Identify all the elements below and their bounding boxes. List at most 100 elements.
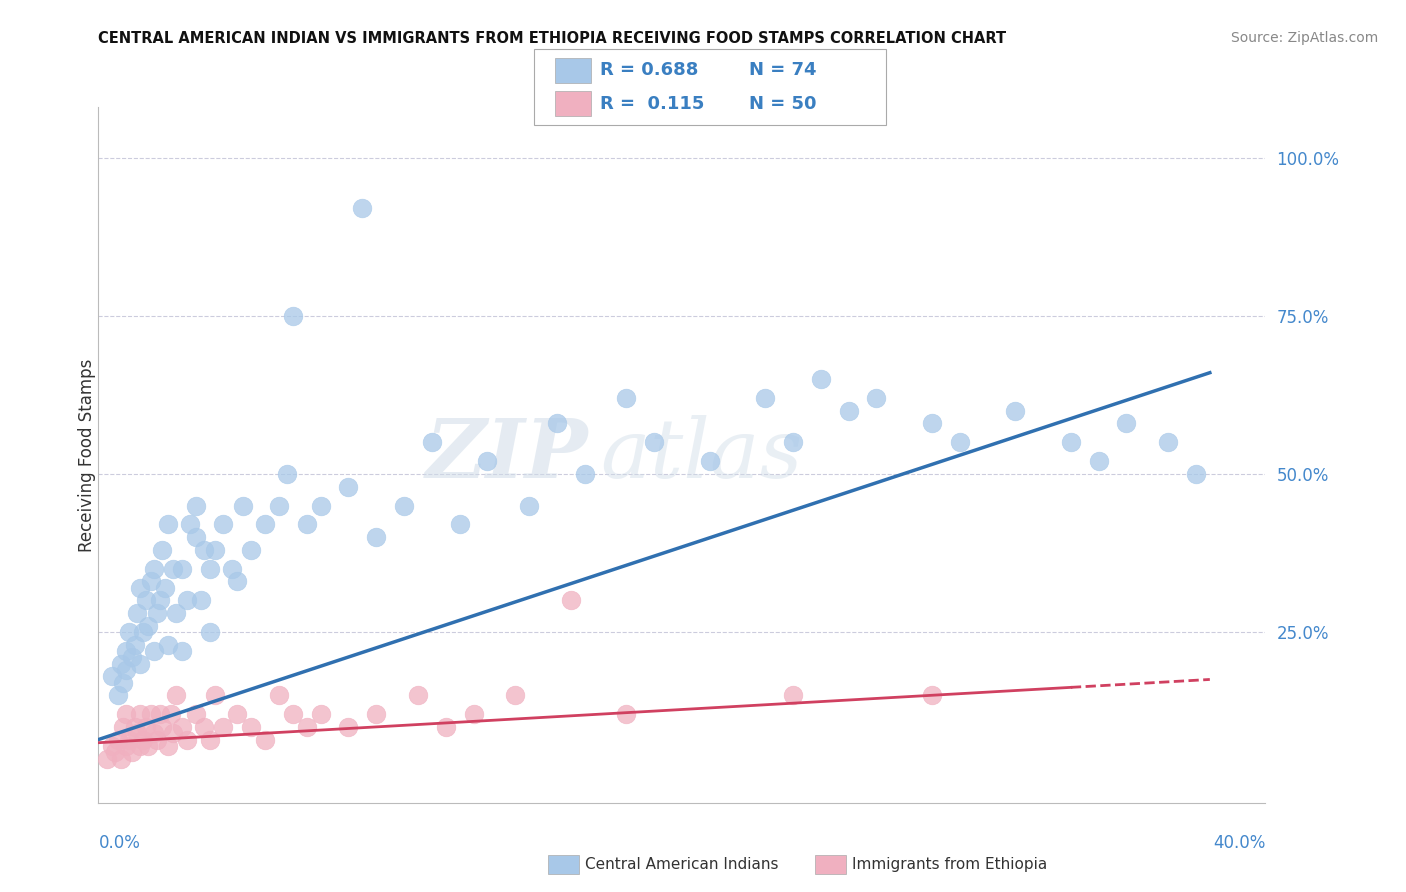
- Point: [949, 435, 972, 450]
- Point: [267, 499, 290, 513]
- Point: [190, 593, 212, 607]
- Point: [146, 606, 169, 620]
- Point: [240, 542, 263, 557]
- Text: R = 0.688: R = 0.688: [600, 62, 699, 79]
- Point: [143, 726, 166, 740]
- Point: [366, 707, 388, 722]
- Text: N = 50: N = 50: [749, 95, 817, 113]
- Point: [1060, 435, 1083, 450]
- Point: [546, 417, 568, 431]
- Text: R =  0.115: R = 0.115: [600, 95, 704, 113]
- Point: [212, 720, 235, 734]
- Point: [110, 657, 132, 671]
- Point: [162, 726, 184, 740]
- Point: [392, 499, 415, 513]
- Point: [138, 739, 160, 753]
- Point: [366, 530, 388, 544]
- Point: [101, 739, 124, 753]
- Point: [204, 542, 226, 557]
- Point: [198, 562, 221, 576]
- Point: [281, 309, 304, 323]
- Point: [198, 732, 221, 747]
- Point: [1185, 467, 1208, 481]
- Point: [614, 391, 637, 405]
- Point: [337, 479, 360, 493]
- Point: [146, 732, 169, 747]
- Point: [420, 435, 443, 450]
- Point: [176, 593, 198, 607]
- Point: [838, 403, 860, 417]
- Point: [232, 499, 254, 513]
- Point: [921, 417, 943, 431]
- Text: 0.0%: 0.0%: [98, 834, 141, 852]
- Point: [276, 467, 298, 481]
- Point: [115, 644, 138, 658]
- Point: [434, 720, 457, 734]
- Point: [782, 435, 804, 450]
- Point: [176, 732, 198, 747]
- Point: [107, 732, 129, 747]
- Point: [337, 720, 360, 734]
- Point: [115, 663, 138, 677]
- Text: atlas: atlas: [600, 415, 803, 495]
- Point: [212, 517, 235, 532]
- Point: [148, 593, 170, 607]
- Point: [477, 454, 499, 468]
- Point: [118, 625, 141, 640]
- Point: [517, 499, 540, 513]
- Point: [463, 707, 485, 722]
- Point: [115, 739, 138, 753]
- Point: [150, 542, 173, 557]
- Text: Central American Indians: Central American Indians: [585, 857, 779, 871]
- Point: [165, 606, 187, 620]
- Point: [96, 751, 118, 765]
- Point: [184, 499, 207, 513]
- Point: [406, 688, 429, 702]
- Point: [754, 391, 776, 405]
- Point: [449, 517, 471, 532]
- Point: [614, 707, 637, 722]
- Point: [110, 751, 132, 765]
- Point: [104, 745, 127, 759]
- Point: [124, 720, 146, 734]
- Point: [129, 707, 152, 722]
- Point: [226, 707, 249, 722]
- Point: [782, 688, 804, 702]
- Point: [159, 707, 181, 722]
- Point: [643, 435, 665, 450]
- Point: [148, 707, 170, 722]
- Point: [352, 201, 374, 215]
- Point: [560, 593, 582, 607]
- Point: [112, 720, 135, 734]
- Text: Immigrants from Ethiopia: Immigrants from Ethiopia: [852, 857, 1047, 871]
- Point: [135, 720, 157, 734]
- Point: [1157, 435, 1180, 450]
- Point: [135, 593, 157, 607]
- Point: [165, 688, 187, 702]
- Point: [107, 688, 129, 702]
- Point: [132, 625, 155, 640]
- Point: [121, 745, 143, 759]
- Point: [574, 467, 596, 481]
- Point: [1115, 417, 1137, 431]
- Point: [101, 669, 124, 683]
- Point: [865, 391, 887, 405]
- Point: [170, 720, 193, 734]
- Point: [118, 732, 141, 747]
- Point: [129, 581, 152, 595]
- Point: [143, 644, 166, 658]
- Point: [699, 454, 721, 468]
- Point: [503, 688, 526, 702]
- Point: [184, 707, 207, 722]
- Point: [162, 562, 184, 576]
- Point: [153, 581, 176, 595]
- Point: [129, 657, 152, 671]
- Text: 40.0%: 40.0%: [1213, 834, 1265, 852]
- Point: [115, 707, 138, 722]
- Point: [309, 707, 332, 722]
- Y-axis label: Receiving Food Stamps: Receiving Food Stamps: [79, 359, 96, 551]
- Point: [1004, 403, 1026, 417]
- Point: [309, 499, 332, 513]
- Point: [141, 574, 163, 589]
- Point: [226, 574, 249, 589]
